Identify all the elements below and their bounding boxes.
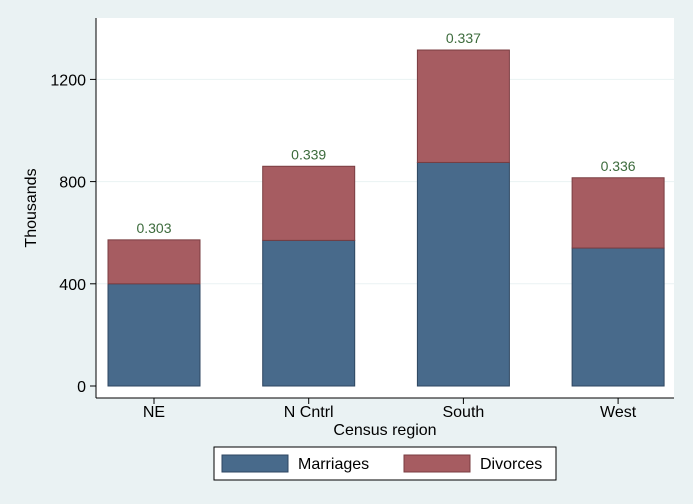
legend: Marriages Divorces — [213, 446, 557, 481]
x-axis-title: Census region — [333, 422, 436, 439]
bar-divorces-n-cntrl — [262, 165, 356, 241]
bars — [107, 49, 665, 387]
bar-value-label: 0.337 — [446, 30, 481, 46]
x-axis-ticks: NE N Cntrl South West — [143, 398, 637, 421]
bar-divorces-south — [416, 49, 510, 163]
y-tick-label: 0 — [77, 379, 86, 396]
bar-divorces-ne — [107, 239, 201, 285]
y-axis-title: Thousands — [23, 168, 40, 247]
bar-marriages-south — [416, 161, 510, 387]
y-tick-label: 800 — [59, 175, 86, 192]
y-tick-label: 400 — [59, 277, 86, 294]
legend-swatch-divorces — [403, 454, 471, 473]
bar-labels: 0.303 0.339 0.337 0.336 — [136, 30, 635, 236]
bar-marriages-ne — [107, 283, 201, 387]
y-axis-ticks: 0 400 800 1200 — [50, 72, 96, 396]
legend-swatch-marriages — [221, 454, 289, 473]
x-tick-label: NE — [143, 404, 165, 421]
y-tick-label: 1200 — [50, 72, 86, 89]
x-tick-label: West — [600, 404, 637, 421]
bar-divorces-west — [571, 177, 665, 249]
x-tick-label: N Cntrl — [284, 404, 334, 421]
legend-label-divorces: Divorces — [480, 456, 542, 473]
bar-marriages-west — [571, 247, 665, 387]
bar-value-label: 0.336 — [601, 158, 636, 174]
bar-marriages-n-cntrl — [262, 239, 356, 387]
bar-value-label: 0.339 — [291, 146, 326, 162]
legend-label-marriages: Marriages — [298, 456, 369, 473]
bar-value-label: 0.303 — [136, 220, 171, 236]
x-tick-label: South — [442, 404, 484, 421]
